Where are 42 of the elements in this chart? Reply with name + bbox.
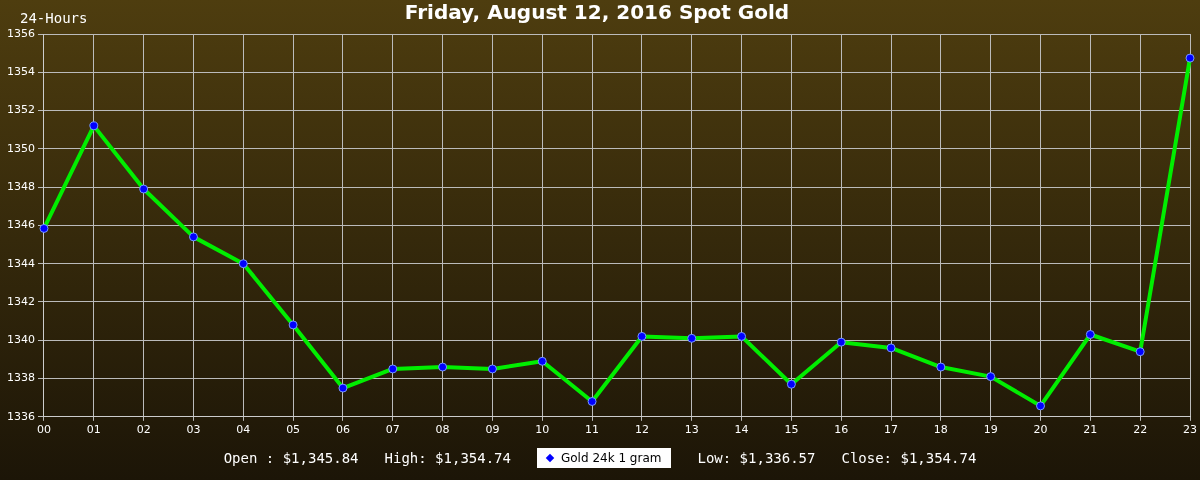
x-tick-label: 05 <box>286 423 301 437</box>
legend-label: Gold 24k 1 gram <box>560 451 662 465</box>
y-tick-label: 1354 <box>6 65 35 79</box>
y-tick-label: 1350 <box>6 141 35 155</box>
x-tick-label: 04 <box>236 423 251 437</box>
x-tick-label: 02 <box>136 423 151 437</box>
y-tick-label: 1356 <box>6 26 35 40</box>
y-tick-label: 1348 <box>6 179 35 193</box>
chart-title: Friday, August 12, 2016 Spot Gold <box>404 0 790 25</box>
y-tick-label: 1340 <box>6 333 35 347</box>
x-tick-label: 13 <box>684 423 699 437</box>
y-tick-label: 1342 <box>6 294 35 308</box>
x-tick-label: 15 <box>784 423 799 437</box>
text: Low: $1,336.57 <box>697 450 816 466</box>
text: Close: $1,354.74 <box>841 450 977 466</box>
x-tick-label: 10 <box>535 423 550 437</box>
x-tick-label: 20 <box>1033 423 1048 437</box>
x-tick-label: 09 <box>485 423 500 437</box>
x-tick-label: 06 <box>335 423 350 437</box>
x-tick-label: 14 <box>734 423 749 437</box>
x-tick-label: 19 <box>983 423 998 437</box>
y-tick-label: 1338 <box>6 371 35 385</box>
x-tick-label: 07 <box>385 423 400 437</box>
text: 24-Hours <box>20 10 88 26</box>
x-tick-label: 11 <box>585 423 600 437</box>
x-tick-label: 17 <box>884 423 899 437</box>
x-tick-label: 00 <box>36 423 51 437</box>
y-tick-label: 1344 <box>6 256 35 270</box>
x-tick-label: 03 <box>186 423 201 437</box>
x-tick-label: 08 <box>435 423 450 437</box>
x-tick-label: 01 <box>86 423 101 437</box>
x-tick-label: 22 <box>1133 423 1148 437</box>
text: High: $1,354.74 <box>384 450 511 466</box>
y-tick-label: 1336 <box>6 409 35 423</box>
y-tick-label: 1346 <box>6 218 35 232</box>
x-tick-label: 12 <box>634 423 649 437</box>
y-tick-label: 1352 <box>6 103 35 117</box>
x-tick-label: 18 <box>933 423 948 437</box>
text: Open : $1,345.84 <box>223 450 359 466</box>
x-tick-label: 21 <box>1083 423 1098 437</box>
x-tick-label: 16 <box>834 423 849 437</box>
x-tick-label: 23 <box>1183 423 1197 437</box>
